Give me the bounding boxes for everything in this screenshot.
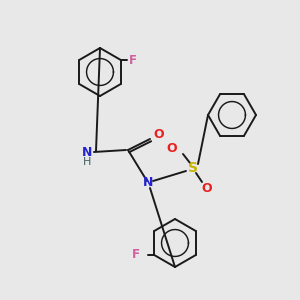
Text: N: N bbox=[143, 176, 153, 190]
Text: O: O bbox=[153, 128, 164, 142]
Text: O: O bbox=[202, 182, 212, 194]
Text: O: O bbox=[167, 142, 177, 154]
Text: N: N bbox=[82, 146, 92, 160]
Text: S: S bbox=[188, 161, 198, 175]
Text: F: F bbox=[129, 53, 137, 67]
Text: F: F bbox=[132, 248, 140, 262]
Text: H: H bbox=[83, 157, 91, 167]
